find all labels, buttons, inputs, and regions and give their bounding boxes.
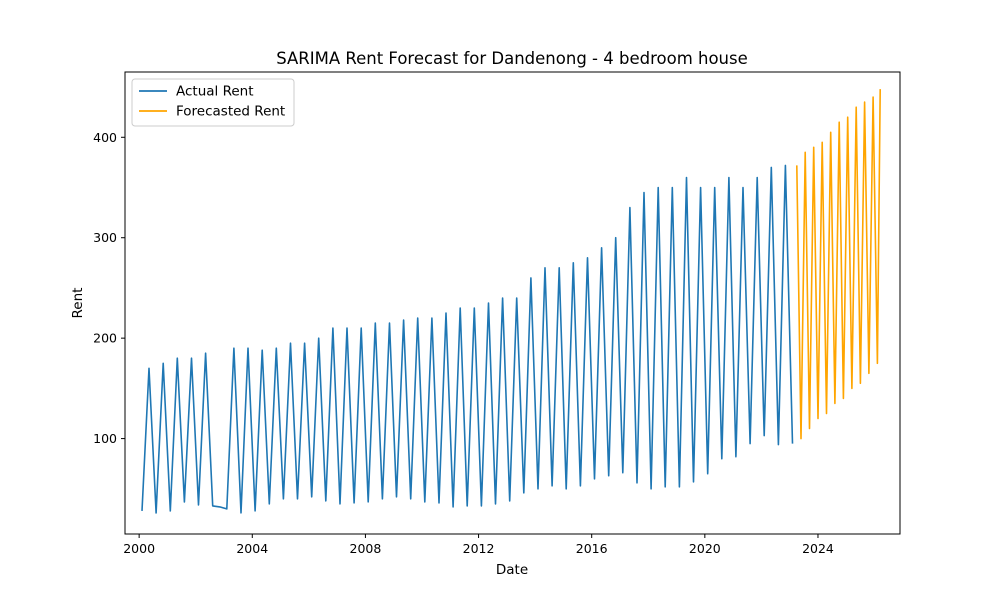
plot-frame [124, 71, 901, 535]
x-tick-label: 2016 [576, 541, 608, 556]
legend-label-1: Forecasted Rent [176, 104, 285, 120]
y-axis-label: Rent [70, 288, 86, 319]
chart-title: SARIMA Rent Forecast for Dandenong - 4 b… [276, 49, 748, 68]
x-tick-label: 2012 [463, 541, 495, 556]
y-tick-label: 100 [93, 431, 117, 446]
legend-box [131, 78, 295, 127]
legend: Actual Rent Forecasted Rent [131, 78, 295, 127]
y-tick-label: 400 [93, 130, 117, 145]
series-line-1 [796, 89, 881, 440]
legend-label-0: Actual Rent [176, 84, 254, 100]
y-tick-label: 200 [93, 331, 117, 346]
x-tick-label: 2024 [802, 541, 834, 556]
x-tick-label: 2000 [123, 541, 155, 556]
x-tick-label: 2008 [350, 541, 382, 556]
series-line-0 [141, 164, 794, 514]
x-axis-label: Date [496, 562, 528, 578]
plot-area: 2000 2004 2008 2012 2016 2020 2024 100 200 300 400 [93, 71, 901, 556]
x-tick-label: 2020 [689, 541, 721, 556]
x-tick-label: 2004 [236, 541, 268, 556]
y-tick-label: 300 [93, 230, 117, 245]
